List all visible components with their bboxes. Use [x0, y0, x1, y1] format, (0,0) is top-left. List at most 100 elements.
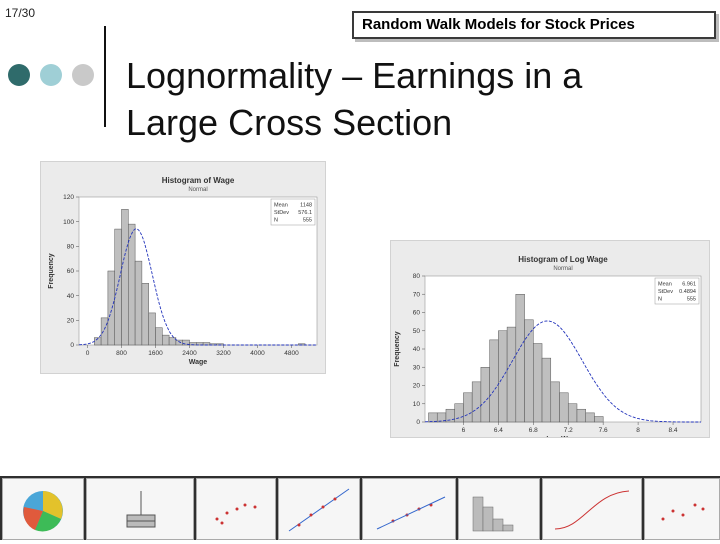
histogram-bar [533, 343, 543, 423]
bullet-dot-gray [72, 64, 94, 86]
histogram-bar [100, 317, 109, 346]
stats-legend [654, 277, 700, 305]
histogram-bar [576, 408, 586, 423]
x-tick-label: 3200 [216, 350, 231, 357]
section-header: Random Walk Models for Stock Prices [352, 11, 716, 39]
x-tick-label: 7.6 [599, 427, 608, 434]
y-tick-label: 40 [67, 293, 75, 300]
y-tick-label: 0 [416, 419, 420, 426]
chart-title: Histogram of Wage [162, 176, 235, 185]
chart-title: Histogram of Log Wage [518, 255, 608, 264]
histogram-bar [489, 339, 499, 423]
y-axis-label: Frequency [48, 253, 55, 289]
x-tick-label: 2400 [182, 350, 197, 357]
x-tick-label: 0 [86, 350, 90, 357]
stats-value: 555 [687, 297, 696, 303]
bullet-dot-teal [40, 64, 62, 86]
normal-fit-curve [78, 228, 317, 346]
slide-title: Lognormality – Earnings in a Large Cross… [126, 52, 706, 146]
histogram-bar [506, 326, 517, 423]
histogram-bar [141, 283, 149, 346]
x-axis-label: Wage [189, 359, 208, 366]
logwage-histogram-panel: Histogram of Log Wage Normal 0 10 20 30 40 50 60… [390, 240, 710, 443]
histogram-bar [148, 312, 156, 346]
x-axis-label: Log Wage [546, 436, 579, 437]
histogram-bar [162, 334, 170, 346]
histogram-bar [175, 339, 183, 346]
histogram-bar [463, 392, 473, 423]
histogram-bar [114, 228, 122, 346]
x-tick-label: 7.2 [564, 427, 573, 434]
y-tick-label: 40 [413, 346, 421, 353]
histogram-bar [155, 327, 163, 346]
histogram-bar [524, 319, 534, 423]
stats-legend [270, 198, 316, 226]
histogram-bar [480, 367, 490, 423]
y-tick-label: 50 [413, 328, 421, 335]
chart-subtitle: Normal [553, 266, 572, 272]
x-tick-label: 8 [636, 427, 640, 434]
histogram-bar [471, 381, 482, 423]
slide-counter: 17/30 [5, 6, 36, 20]
histogram-bar [515, 294, 525, 423]
x-tick-label: 8.4 [669, 427, 678, 434]
thumbnail-scatter-1 [196, 478, 276, 540]
y-tick-label: 30 [413, 364, 421, 371]
x-tick-label: 1600 [148, 350, 163, 357]
x-tick-label: 4800 [284, 350, 299, 357]
y-tick-label: 70 [413, 291, 421, 298]
logwage-histogram: Histogram of Log WageNormal0102030405060… [394, 255, 702, 443]
stats-value: 555 [303, 218, 312, 224]
slide-title-line-1: Lognormality – Earnings in a [126, 55, 583, 96]
stats-value: 0.4894 [679, 289, 696, 295]
y-tick-label: 60 [67, 268, 75, 275]
wage-histogram: Histogram of Wage Normal 0 20 40 60 80 100 120 0 8… [48, 176, 318, 366]
y-tick-label: 20 [413, 383, 421, 390]
normal-fit-curve [424, 320, 701, 423]
histogram-bar [567, 403, 578, 423]
thumbnail-boxplot [86, 478, 194, 540]
bullet-dot-dark [8, 64, 30, 86]
title-divider [104, 26, 106, 127]
histogram-bar [550, 381, 560, 423]
histogram-bar [498, 330, 508, 423]
y-tick-label: 80 [413, 273, 421, 280]
y-axis-label: Frequency [394, 331, 401, 367]
thumbnail-probability-plot [278, 478, 360, 540]
y-tick-label: 80 [67, 244, 75, 251]
stats-label: N [658, 297, 662, 303]
histogram-bar [454, 403, 464, 423]
section-header-label: Random Walk Models for Stock Prices [362, 16, 635, 33]
histogram-bar [541, 357, 552, 423]
y-tick-label: 20 [67, 318, 75, 325]
stats-label: N [274, 218, 278, 224]
y-tick-label: 100 [63, 219, 74, 226]
histogram-bar [128, 223, 136, 346]
stats-label: Mean [274, 203, 288, 209]
histogram-bar [107, 270, 115, 346]
x-tick-label: 4000 [250, 350, 265, 357]
wage-histogram-panel: Histogram of Wage Normal 0 20 40 60 80 100 120 0 8… [40, 161, 326, 374]
histogram-bar [559, 392, 569, 423]
thumbnail-scatter-2 [644, 478, 720, 540]
x-tick-label: 6.4 [494, 427, 503, 434]
chart-subtitle: Normal [188, 187, 207, 193]
stats-label: StDev [274, 210, 289, 216]
stats-value: 1148 [300, 203, 312, 209]
thumbnail-equation-scatter [362, 478, 456, 540]
stats-value: 576.1 [298, 210, 312, 216]
histogram-bar [134, 260, 143, 346]
stats-label: Mean [658, 282, 672, 288]
slide-title-line-2: Large Cross Section [126, 102, 453, 143]
x-tick-label: 800 [116, 350, 127, 357]
histogram-bar [594, 416, 604, 423]
histogram-bar [585, 412, 595, 423]
thumbnail-pie [2, 478, 84, 540]
y-tick-label: 0 [70, 342, 74, 349]
y-tick-label: 10 [413, 401, 421, 408]
stats-label: StDev [658, 289, 673, 295]
x-tick-label: 6 [462, 427, 466, 434]
y-tick-label: 60 [413, 310, 421, 317]
y-tick-label: 120 [63, 194, 74, 201]
thumbnail-histogram [458, 478, 540, 540]
